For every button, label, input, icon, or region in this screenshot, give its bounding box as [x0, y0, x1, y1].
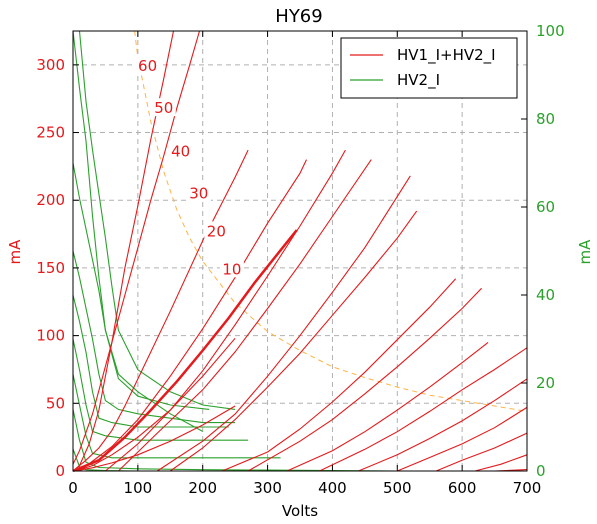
series-hv-total-curve — [72, 149, 249, 472]
curve-label: 40 — [171, 142, 190, 160]
x-tick-label: 600 — [448, 479, 477, 497]
x-axis: 0 100 200 300 400 500 600 700 — [68, 31, 541, 497]
plot-frame — [72, 30, 528, 472]
series-hv-total-curve — [435, 432, 528, 472]
curve-label-bg — [204, 221, 229, 240]
y-left-tick-label: 50 — [46, 394, 65, 412]
series-hv2-curve — [72, 162, 210, 410]
curve-label-bg — [135, 56, 160, 75]
curve-label-bg — [168, 141, 193, 160]
curve-label-bg — [219, 259, 244, 278]
curve-labels: 60 50 40 30 20 10 — [135, 56, 244, 278]
legend-label-green: HV2_I — [397, 71, 440, 90]
y-axis-right-label: mA — [576, 239, 594, 265]
series-hv-total-curve — [169, 210, 418, 472]
y-left-tick-label: 200 — [36, 191, 65, 209]
series-hv-total-curve — [156, 175, 411, 472]
y-right-tick-label: 80 — [536, 110, 555, 128]
y-axis-left: 0 50 100 150 200 250 300 — [36, 56, 79, 480]
series-hv-total-curve — [79, 159, 307, 472]
series-hv-total-curve — [474, 454, 528, 472]
plot-background — [73, 31, 527, 471]
y-left-tick-label: 100 — [36, 327, 65, 345]
series-hv2-curve — [72, 374, 281, 459]
series-hv-total-curve — [358, 378, 528, 472]
series-highlight-curve — [72, 229, 298, 473]
series-hv-total-curve — [319, 347, 528, 472]
y-right-tick-label: 0 — [536, 462, 546, 480]
chart-title: HY69 — [275, 6, 322, 27]
curve-label: 60 — [138, 57, 157, 75]
plot-area: 60 50 40 30 20 10 — [72, 30, 528, 473]
series-hv-total-curve — [118, 159, 372, 472]
series-hv2-curve — [72, 250, 236, 424]
curve-label: 20 — [207, 222, 226, 240]
series-hv-total-curve — [286, 341, 489, 472]
x-tick-label: 500 — [383, 479, 412, 497]
curve-label-bg — [151, 98, 176, 117]
legend: HV1_I+HV2_I HV2_I — [340, 37, 518, 99]
curve-label: 30 — [189, 184, 208, 202]
y-right-tick-label: 40 — [536, 286, 555, 304]
curve-label: 10 — [222, 260, 241, 278]
legend-box — [340, 37, 518, 99]
x-tick-label: 100 — [124, 479, 153, 497]
x-tick-label: 400 — [318, 479, 347, 497]
y-left-tick-label: 0 — [55, 462, 65, 480]
series-hv-total-curve — [397, 406, 528, 472]
y-axis-right: 0 20 40 60 80 100 — [521, 22, 565, 480]
y-right-tick-label: 20 — [536, 374, 555, 392]
y-right-tick-label: 100 — [536, 22, 565, 40]
series-hv2-curve — [72, 294, 229, 428]
series-hv2-curve — [72, 338, 249, 441]
legend-label-red: HV1_I+HV2_I — [397, 46, 496, 65]
series-hv-total-curve — [247, 287, 482, 472]
x-tick-label: 0 — [68, 479, 78, 497]
series-hv-total-curve — [221, 278, 457, 472]
series-hv2-curve — [72, 30, 203, 432]
series-group — [72, 30, 528, 473]
y-axis-left-label: mA — [6, 239, 24, 265]
curve-label: 50 — [154, 99, 173, 117]
curve-label-bg — [186, 183, 211, 202]
y-left-tick-label: 250 — [36, 124, 65, 142]
series-hv-total-curve — [105, 149, 346, 472]
y-right-tick-label: 60 — [536, 198, 555, 216]
x-tick-label: 300 — [253, 479, 282, 497]
x-tick-label: 700 — [513, 479, 542, 497]
dissipation-curve — [134, 30, 528, 412]
x-tick-label: 200 — [188, 479, 217, 497]
x-axis-label: Volts — [282, 502, 318, 520]
y-left-tick-label: 300 — [36, 56, 65, 74]
y-left-tick-label: 150 — [36, 259, 65, 277]
series-hv-total-curve — [72, 30, 201, 465]
